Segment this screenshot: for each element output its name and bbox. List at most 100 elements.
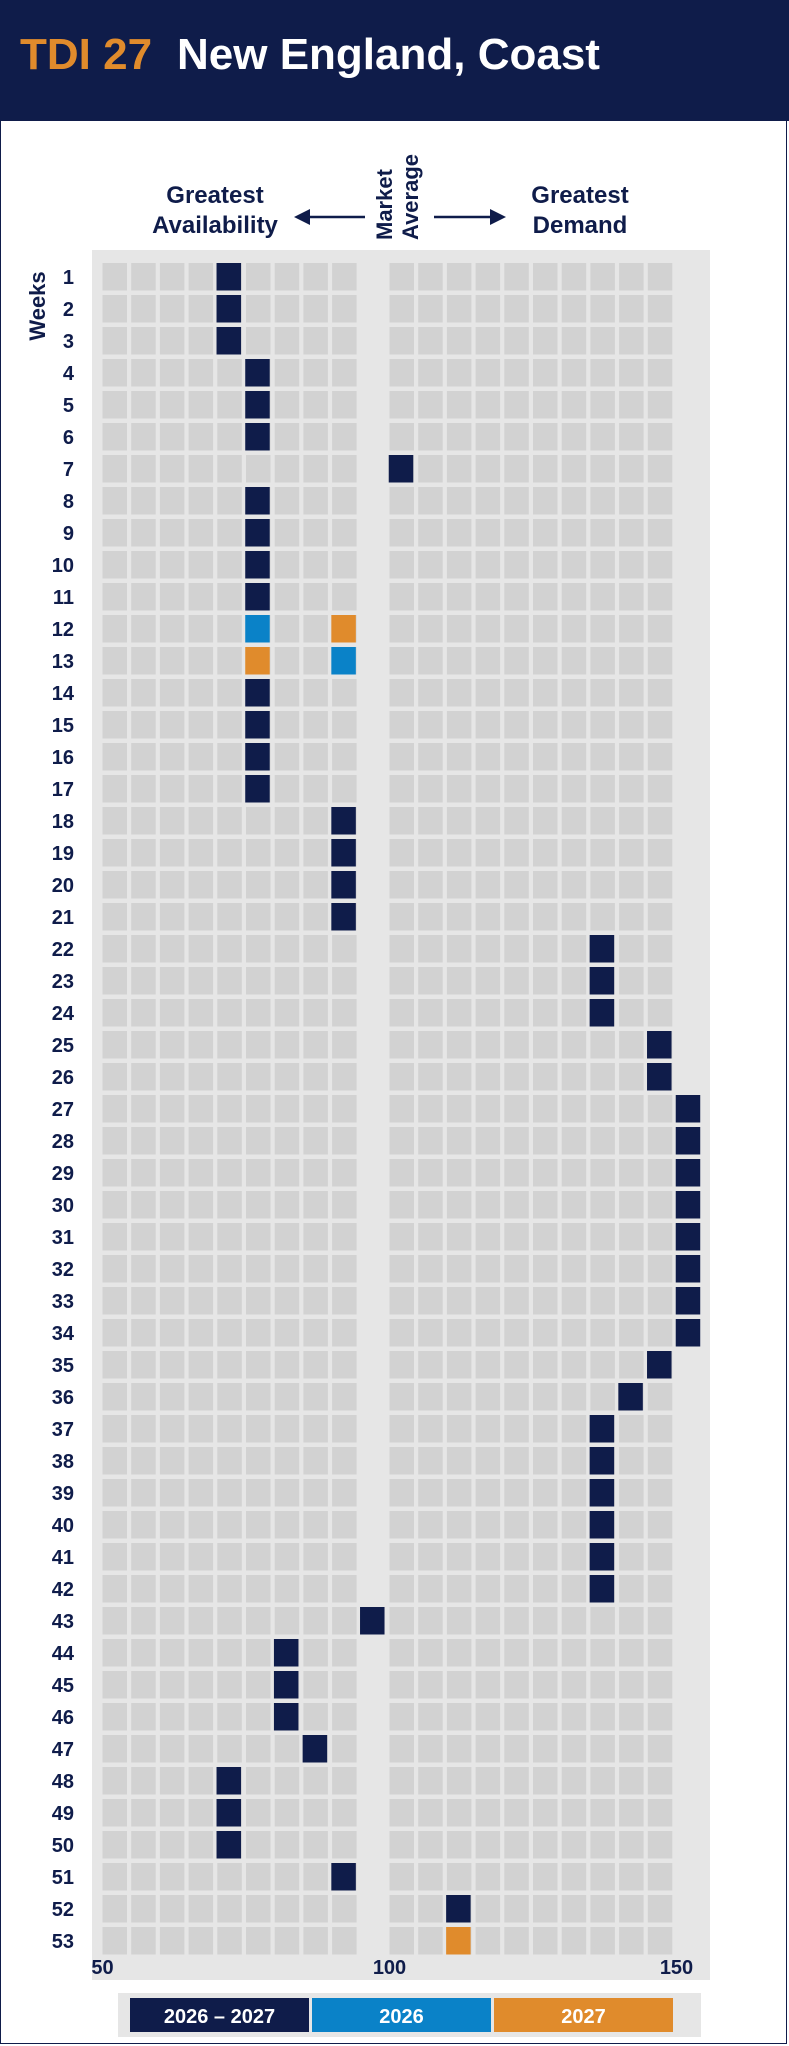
grid-cell	[561, 1831, 587, 1859]
data-cell-0	[273, 1671, 299, 1699]
grid-cell	[303, 807, 328, 835]
grid-cell	[475, 1351, 501, 1379]
grid-cell	[217, 1671, 242, 1699]
grid-cell	[389, 1607, 414, 1635]
data-cell-0	[589, 1415, 615, 1443]
grid-cell	[217, 423, 242, 451]
grid-cell	[418, 1383, 443, 1411]
data-cell-0	[446, 1895, 471, 1923]
grid-cell	[619, 1159, 644, 1187]
grid-cell	[188, 871, 214, 899]
grid-cell	[159, 935, 185, 963]
grid-cell	[131, 551, 156, 579]
grid-cell	[274, 1127, 300, 1155]
grid-cell	[475, 1735, 501, 1763]
grid-cell	[475, 999, 501, 1027]
grid-cell	[274, 1255, 300, 1283]
grid-cell	[533, 615, 558, 643]
grid-cell	[131, 1575, 156, 1603]
grid-cell	[619, 775, 644, 803]
grid-cell	[475, 1767, 501, 1795]
grid-cell	[303, 615, 328, 643]
grid-cell	[561, 935, 587, 963]
grid-cell	[533, 1767, 558, 1795]
grid-cell	[533, 1543, 558, 1571]
data-cell-2	[331, 615, 356, 643]
grid-cell	[246, 1415, 271, 1443]
grid-cell	[159, 455, 185, 483]
week-label: 27	[52, 1099, 74, 1121]
grid-cell	[217, 487, 242, 515]
grid-cell	[619, 615, 644, 643]
grid-cell	[159, 519, 185, 547]
x-tick-label: 50	[91, 1957, 113, 1979]
grid-cell	[475, 1831, 501, 1859]
grid-cell	[102, 487, 127, 515]
data-cell-0	[589, 1447, 615, 1475]
grid-cell	[561, 871, 587, 899]
grid-cell	[647, 583, 673, 611]
grid-cell	[217, 1863, 242, 1891]
data-cell-2	[245, 647, 270, 675]
grid-cell	[619, 1703, 644, 1731]
data-cell-0	[245, 391, 270, 419]
grid-cell	[217, 1159, 242, 1187]
data-cell-0	[589, 1511, 615, 1539]
grid-cell	[446, 1543, 472, 1571]
grid-cell	[561, 455, 587, 483]
data-cell-0	[331, 871, 356, 899]
grid-cell	[533, 1159, 558, 1187]
grid-cell	[504, 1671, 529, 1699]
grid-cell	[274, 1511, 300, 1539]
week-label: 53	[52, 1931, 74, 1953]
grid-cell	[217, 839, 242, 867]
grid-cell	[389, 519, 414, 547]
grid-cell	[303, 1223, 328, 1251]
grid-cell	[619, 1831, 644, 1859]
grid-cell	[619, 423, 644, 451]
grid-cell	[619, 1351, 644, 1379]
grid-cell	[131, 327, 156, 355]
grid-cell	[590, 1735, 615, 1763]
grid-cell	[332, 1671, 357, 1699]
grid-cell	[533, 839, 558, 867]
grid-cell	[159, 295, 185, 323]
grid-cell	[418, 519, 443, 547]
grid-cell	[303, 647, 328, 675]
grid-cell	[131, 1031, 156, 1059]
grid-cell	[446, 1223, 472, 1251]
grid-cell	[647, 551, 673, 579]
grid-cell	[504, 775, 529, 803]
grid-cell	[561, 487, 587, 515]
grid-cell	[647, 1287, 673, 1315]
grid-cell	[102, 1351, 127, 1379]
grid-cell	[159, 1767, 185, 1795]
grid-cell	[246, 1575, 271, 1603]
grid-cell	[159, 1447, 185, 1475]
grid-cell	[475, 1927, 501, 1955]
grid-cell	[590, 903, 615, 931]
grid-cell	[131, 1479, 156, 1507]
grid-cell	[389, 615, 414, 643]
grid-cell	[619, 1799, 644, 1827]
grid-cell	[504, 807, 529, 835]
grid-cell	[303, 327, 328, 355]
grid-cell	[274, 679, 300, 707]
grid-cell	[590, 423, 615, 451]
grid-cell	[446, 295, 472, 323]
tdi-code: TDI 27	[20, 30, 153, 79]
grid-cell	[159, 1287, 185, 1315]
grid-cell	[246, 1831, 271, 1859]
grid-cell	[246, 1703, 271, 1731]
grid-cell	[246, 1159, 271, 1187]
grid-cell	[389, 1351, 414, 1379]
grid-cell	[561, 1255, 587, 1283]
grid-cell	[188, 295, 214, 323]
grid-cell	[504, 455, 529, 483]
grid-cell	[590, 487, 615, 515]
grid-cell	[274, 1063, 300, 1091]
grid-cell	[619, 999, 644, 1027]
grid-cell	[131, 1799, 156, 1827]
grid-cell	[418, 1639, 443, 1667]
week-label: 45	[52, 1675, 74, 1697]
